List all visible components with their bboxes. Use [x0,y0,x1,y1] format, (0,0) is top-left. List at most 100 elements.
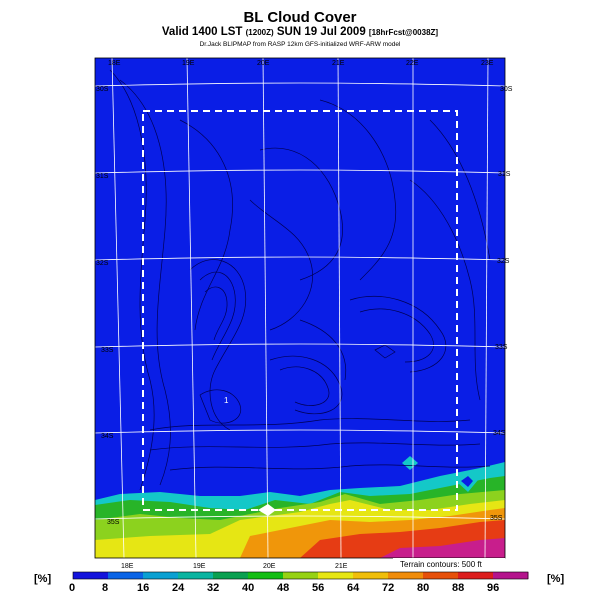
colorbar-label: 40 [242,582,254,594]
valid-time-subtitle: Valid 1400 LST (1200Z) SUN 19 Jul 2009 [… [0,26,600,38]
colorbar-swatch [493,572,529,579]
lat-label-right: 32S [497,258,510,265]
terrain-contours [109,69,491,491]
lon-label-bottom: 19E [193,563,206,570]
lat-label-left: 32S [96,260,109,267]
colorbar-label: 0 [69,582,75,594]
terrain-contour [429,119,491,261]
terrain-contour [374,344,396,359]
lon-label-top: 22E [406,60,419,67]
lat-label-right: 34S [493,430,506,437]
colorbar-swatch [248,572,284,579]
cloud-cover-shading [95,456,505,558]
lon-labels-top: 18E 19E 20E 21E 22E 23E [108,60,494,67]
lat-label-right: 35S [490,515,503,522]
lat-labels-right: 30S 31S 32S 33S 34S 35S [490,86,513,522]
colorbar-label: 8 [102,582,108,594]
terrain-contour [189,259,247,431]
lon-labels-bottom: 18E 19E 20E 21E [121,563,348,570]
colorbar-label: 96 [487,582,499,594]
colorbar-swatch [178,572,214,579]
parallel-30s [94,82,506,87]
terrain-contour [259,147,343,281]
colorbar-label: 48 [277,582,289,594]
colorbar-swatch [458,572,494,579]
valid-time: Valid 1400 LST [161,26,243,38]
parallel-33s [94,343,506,348]
lon-label-top: 20E [257,60,270,67]
colorbar-label: 32 [207,582,219,594]
valid-date: SUN 19 Jul 2009 [276,26,366,38]
colorbar-label: 16 [137,582,149,594]
cloud-cell-east [402,456,418,470]
lat-label-left: 31S [96,173,109,180]
terrain-contour [119,79,171,486]
terrain-contour [169,464,491,471]
meridian-18e [111,57,125,559]
lon-label-bottom: 18E [121,563,134,570]
map-frame [94,57,506,559]
colorbar-swatch [353,572,389,579]
terrain-contour [409,179,481,401]
parallel-34s [94,429,506,434]
chart-title: BL Cloud Cover [243,9,357,26]
parallel-32s [94,256,506,261]
lon-label-top: 21E [332,60,345,67]
terrain-contour [279,366,330,406]
colorbar-label: 88 [452,582,464,594]
lat-label-left: 30S [96,86,109,93]
lon-label-top: 23E [481,60,494,67]
lon-label-bottom: 21E [335,563,348,570]
terrain-contour [149,418,471,431]
terrain-contour [299,319,347,381]
lat-label-right: 31S [498,171,511,178]
cloud-cell-southeast-core [461,476,473,487]
lat-label-left: 35S [107,519,120,526]
colorbar-swatch [283,572,319,579]
colorbar-label: 24 [172,582,185,594]
lat-labels-left: 30S 31S 32S 33S 34S 35S [96,86,120,526]
terrain-note-box [393,558,505,569]
lat-label-right: 30S [500,86,513,93]
lon-label-bottom: 20E [263,563,276,570]
point-label: 1 [224,396,229,405]
lon-label-top: 19E [182,60,195,67]
terrain-contour [319,99,397,281]
lon-label-top: 18E [108,60,121,67]
cloud-band-magenta [380,538,505,558]
colorbar-label: 72 [382,582,394,594]
colorbar-label: 80 [417,582,429,594]
colorbar-border [72,571,529,580]
colorbar: 0 8 16 24 32 40 48 56 64 72 80 88 96 [69,571,529,594]
colorbar-swatch [213,572,249,579]
terrain-contour [349,295,447,373]
colorbar-swatch [143,572,179,579]
terrain-contour [204,286,228,341]
meridian-23e [484,57,489,559]
meridian-20e [262,57,269,559]
colorbar-unit-left: [%] [34,573,52,585]
terrain-contour [179,119,233,331]
terrain-contour [359,308,434,363]
meridian-19e [186,57,197,559]
lat-lon-grid [94,57,506,559]
colorbar-swatch [318,572,354,579]
colorbar-label: 56 [312,582,324,594]
model-credit: Dr.Jack BLIPMAP from RASP 12km GFS-initi… [199,41,401,48]
colorbar-label: 64 [347,582,360,594]
parallel-31s [94,169,506,174]
colorbar-swatch [108,572,144,579]
terrain-contour-note: Terrain contours: 500 ft [400,560,483,569]
lat-label-left: 33S [101,347,114,354]
model-run-time: (1200Z) [245,28,274,37]
terrain-contour [249,199,313,331]
parallel-35s [94,515,506,520]
terrain-contour [149,442,481,451]
colorbar-swatch [388,572,424,579]
inner-domain-boundary [142,110,458,511]
lat-label-left: 34S [101,433,114,440]
meridian-21e [337,57,342,559]
colorbar-unit-right: [%] [547,573,565,585]
colorbar-swatch [423,572,459,579]
